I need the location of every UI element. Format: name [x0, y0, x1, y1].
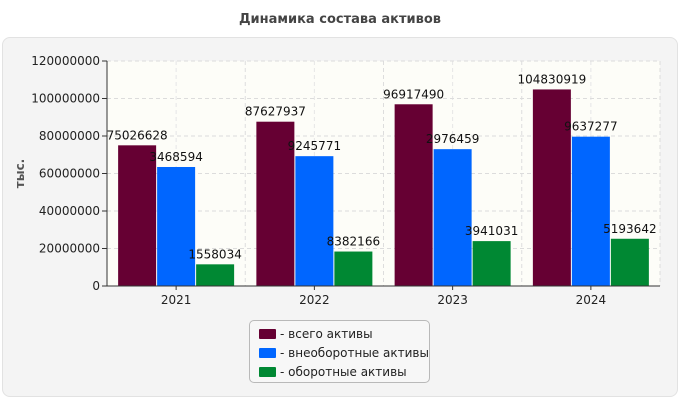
- bar-current-2023: [472, 241, 511, 286]
- legend-item-noncurrent-assets: - внеоборотные активы: [259, 343, 429, 362]
- bar-data-label: 5193642: [603, 222, 656, 236]
- legend-label-prefix: -: [280, 364, 289, 379]
- bar-data-label: 1558034: [188, 247, 241, 261]
- chart-title: Динамика состава активов: [238, 12, 442, 27]
- bar-data-label: 9637277: [564, 120, 617, 134]
- y-tick-label: 0: [92, 279, 100, 293]
- x-tick-label: 2024: [576, 293, 607, 307]
- bar-data-label: 2976459: [426, 132, 479, 146]
- bar-data-label: 87627937: [245, 105, 306, 119]
- bar-total-2022: [256, 121, 295, 286]
- legend-label-current-assets: оборотные активы: [288, 364, 407, 379]
- bar-data-label: 8382166: [327, 235, 380, 249]
- bar-data-label: 75026628: [107, 128, 168, 142]
- bar-total-2024: [532, 89, 571, 287]
- bar-current-2021: [196, 264, 235, 286]
- bar-noncurrent-2021: [157, 166, 196, 286]
- bar-noncurrent-2023: [433, 149, 472, 286]
- x-tick-label: 2021: [161, 293, 192, 307]
- y-tick-label: 40000000: [39, 204, 100, 218]
- legend-swatch-total-assets: [259, 328, 276, 339]
- bar-data-label: 9245771: [288, 139, 341, 153]
- legend-label-total-assets: всего активы: [288, 326, 373, 341]
- legend-swatch-current-assets: [259, 366, 276, 377]
- bar-data-label: 3941031: [465, 224, 518, 238]
- legend-label-prefix: -: [280, 326, 289, 341]
- legend-swatch-noncurrent-assets: [259, 347, 276, 358]
- legend-item-current-assets: - оборотные активы: [259, 362, 429, 381]
- y-tick-label: 20000000: [39, 242, 100, 256]
- y-tick-label: 120000000: [31, 54, 100, 68]
- legend-item-total-assets: - всего активы: [259, 324, 429, 343]
- x-tick-label: 2022: [299, 293, 330, 307]
- bar-noncurrent-2022: [295, 156, 334, 286]
- bar-total-2021: [118, 145, 157, 286]
- y-tick-label: 80000000: [39, 129, 100, 143]
- chart-legend: - всего активы - внеоборотные активы - о…: [249, 320, 430, 383]
- y-tick-label: 60000000: [39, 167, 100, 181]
- y-tick-label: 100000000: [31, 92, 100, 106]
- bar-noncurrent-2024: [571, 136, 610, 286]
- legend-label-prefix: -: [280, 345, 289, 360]
- legend-label-noncurrent-assets: внеоборотные активы: [288, 345, 429, 360]
- bar-current-2024: [610, 238, 649, 286]
- bar-data-label: 104830919: [518, 72, 587, 86]
- bar-data-label: 96917490: [383, 87, 444, 101]
- bar-current-2022: [334, 251, 373, 286]
- bar-data-label: 3468594: [149, 150, 202, 164]
- bar-total-2023: [394, 104, 433, 286]
- x-tick-label: 2023: [437, 293, 468, 307]
- y-axis-label: тыс.: [13, 159, 27, 188]
